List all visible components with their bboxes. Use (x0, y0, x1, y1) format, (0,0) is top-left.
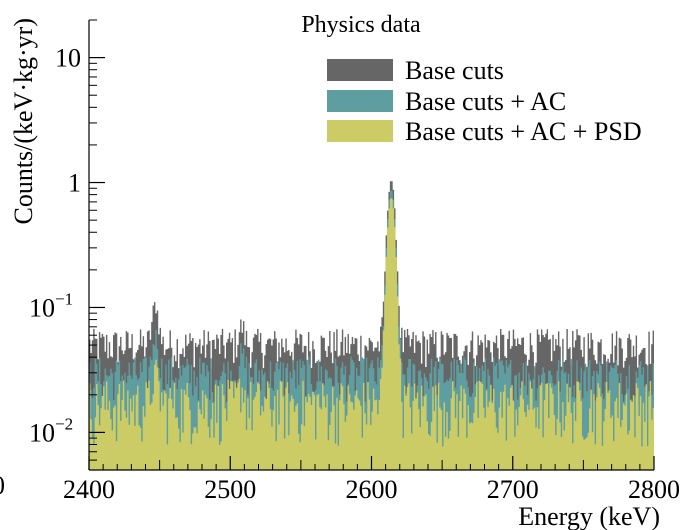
x-tick-label: 2800 (628, 475, 680, 504)
x-axis-title: Energy (keV) (518, 502, 660, 530)
histogram-series-layer (89, 181, 654, 470)
x-tick-label: 2600 (346, 475, 398, 504)
x-tick-label: 2400 (63, 475, 115, 504)
y-tick-exponent: −2 (55, 414, 73, 433)
x-tick-label: 2500 (204, 475, 256, 504)
partial-tick-label: 0 (0, 471, 5, 500)
y-tick-label: 10 (55, 44, 81, 73)
legend-entry-label: Base cuts + AC + PSD (405, 117, 642, 146)
y-axis-title: Counts/(keV·kg·yr) (9, 18, 38, 225)
legend-swatch (327, 90, 393, 112)
legend-entry-label: Base cuts + AC (405, 87, 566, 116)
legend-swatch (327, 59, 393, 81)
legend-entry-label: Base cuts (405, 56, 504, 85)
y-tick-label: 10 (29, 293, 55, 322)
series-histogram-3 (89, 198, 654, 470)
y-tick-label: 1 (68, 169, 81, 198)
x-tick-label: 2700 (487, 475, 539, 504)
legend-swatch (327, 120, 393, 142)
y-tick-exponent: −1 (55, 289, 73, 308)
y-tick-label: 10 (29, 418, 55, 447)
chart-title: Physics data (301, 12, 421, 38)
